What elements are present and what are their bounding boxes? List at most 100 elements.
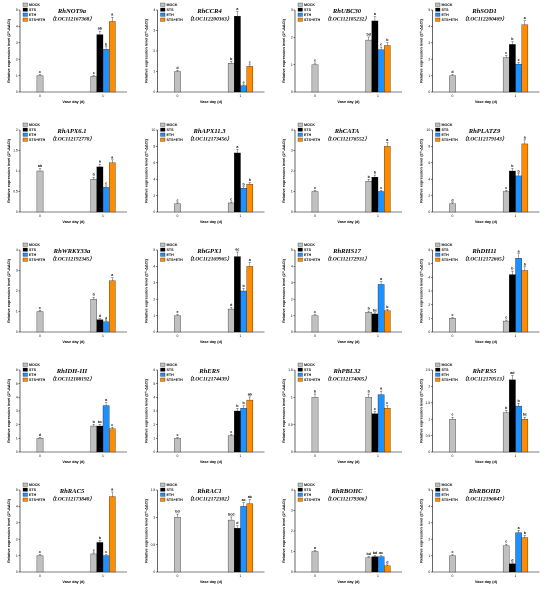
legend-swatch <box>297 247 303 252</box>
significance-label: b <box>93 173 96 177</box>
x-axis-label: Vase day (d) <box>337 340 360 344</box>
chart-panel: 0 1 2 3 4 Relative expression level (2^-ΔΔCt)… <box>145 2 265 104</box>
significance-label: b <box>511 37 514 41</box>
legend-swatch <box>435 487 441 492</box>
y-tick-label: 3 <box>428 289 430 293</box>
y-tick-label: 5 <box>428 262 430 266</box>
legend-swatch <box>297 257 303 262</box>
bar <box>509 563 516 573</box>
legend-swatch <box>22 492 28 497</box>
y-axis-label: Relative expression level (2^-ΔΔCt) <box>145 378 149 443</box>
legend-label: STS <box>167 8 175 12</box>
legend-label: STS+ETH <box>167 18 184 22</box>
bar <box>234 410 241 453</box>
legend-label: ETH <box>167 253 175 257</box>
bar <box>384 408 391 453</box>
bar <box>377 191 385 213</box>
bar <box>515 258 522 333</box>
legend-swatch <box>297 482 303 487</box>
y-tick-label: 1 <box>16 437 18 441</box>
y-tick-label: 0 <box>16 210 18 214</box>
legend-label: ETH <box>304 13 312 17</box>
bar <box>234 256 241 333</box>
legend-swatch <box>297 497 303 502</box>
bar <box>377 49 385 93</box>
y-tick-label: 0 <box>428 450 430 454</box>
bar <box>371 313 379 333</box>
legend-label: STS+ETH <box>29 258 46 262</box>
legend-swatch <box>160 17 166 22</box>
significance-label: a <box>374 12 377 16</box>
chart-title: RhAPX6.1 <box>56 128 86 135</box>
legend-swatch <box>22 132 28 137</box>
chart-title: RhCATA <box>334 128 360 135</box>
bar <box>311 191 319 213</box>
significance-label: ac <box>235 248 239 252</box>
significance-label: ab <box>248 495 253 499</box>
bar <box>246 183 254 213</box>
legend-label: ETH <box>442 13 450 17</box>
legend-swatch <box>22 17 28 22</box>
legend-label: STS+ETH <box>167 138 184 142</box>
x-axis-label: Vase day (d) <box>200 460 223 464</box>
significance-label: d <box>176 66 178 70</box>
bar <box>515 63 522 93</box>
y-axis-label: Relative expression level (2^-ΔΔCt) <box>282 498 286 563</box>
significance-label: b <box>105 42 108 46</box>
x-tick-label: 0 <box>177 334 179 338</box>
y-axis-label: Relative expression level (2^-ΔΔCt) <box>420 258 424 323</box>
legend-swatch <box>297 7 303 12</box>
legend-swatch <box>22 497 28 502</box>
legend-label: MOCK <box>29 483 40 487</box>
bar <box>109 280 116 333</box>
y-tick-label: 3 <box>291 149 293 153</box>
bar <box>240 188 247 213</box>
chart-subtitle: （LOC112172770） <box>49 136 95 143</box>
x-tick-label: 0 <box>452 214 454 218</box>
x-tick-label: 1 <box>102 454 104 458</box>
legend-label: STS+ETH <box>442 378 459 382</box>
y-tick-label: 4 <box>291 265 293 269</box>
significance-label: c <box>39 306 41 310</box>
significance-label: c <box>505 316 507 320</box>
y-axis-label: Relative expression level (2^-ΔΔCt) <box>145 18 149 83</box>
significance-label: b <box>368 390 371 394</box>
significance-label: b <box>505 406 508 410</box>
legend-label: STS+ETH <box>442 138 459 142</box>
x-tick-label: 1 <box>515 574 517 578</box>
y-tick-label: 3 <box>291 8 293 12</box>
bar <box>109 21 116 93</box>
chart-title: RhSOD1 <box>471 8 497 15</box>
legend-swatch <box>435 127 441 132</box>
y-tick-label: 1 <box>16 169 18 173</box>
chart-panel: 0 1 2 3 4 5 6 Relative expression level (2^-ΔΔC… <box>7 362 127 464</box>
bar <box>502 412 510 453</box>
legend-label: STS+ETH <box>442 498 459 502</box>
bar <box>515 175 522 213</box>
chart-title: RhFRS5 <box>472 368 498 375</box>
y-tick-label: 2 <box>428 537 430 541</box>
significance-label: c <box>314 310 316 314</box>
legend-swatch <box>435 372 441 377</box>
bar <box>102 555 110 573</box>
chart-title: RhRAC5 <box>59 488 85 495</box>
chart-subtitle: （LOC112169965） <box>187 256 233 263</box>
chart-title: RhRBOHD <box>468 488 501 495</box>
bar <box>246 399 254 453</box>
legend-swatch <box>22 362 28 367</box>
x-axis-label: Vase day (d) <box>62 580 85 584</box>
legend-label: ETH <box>29 133 37 137</box>
legend-swatch <box>435 137 441 142</box>
legend-swatch <box>297 122 303 127</box>
bar <box>109 162 116 213</box>
significance-label: c <box>39 70 41 74</box>
significance-label: d <box>386 560 388 564</box>
x-axis-label: Vase day (d) <box>475 460 498 464</box>
y-tick-label: 2 <box>291 529 293 533</box>
significance-label: c <box>39 550 41 554</box>
y-axis-label: Relative expression level (2^-ΔΔCt) <box>7 378 11 443</box>
legend-label: STS+ETH <box>29 18 46 22</box>
y-tick-label: 2 <box>16 423 18 427</box>
bar <box>227 202 235 213</box>
y-tick-label: 3 <box>16 521 18 525</box>
